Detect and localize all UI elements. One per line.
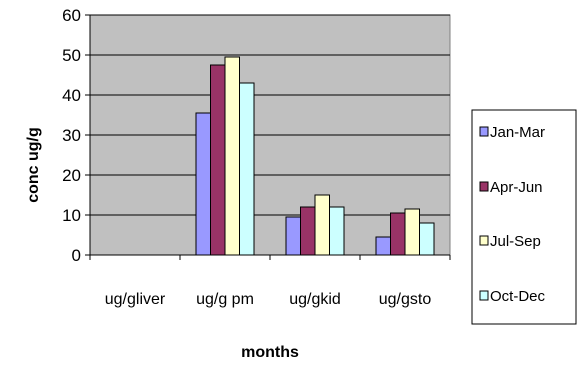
x-category-label: ug/gsto: [379, 291, 432, 308]
bar-jul-sep-1: [224, 56, 240, 256]
legend-swatch-apr-jun: [479, 181, 489, 192]
y-tick-label: 40: [62, 86, 81, 105]
x-category-label: ug/gliver: [105, 291, 166, 308]
bar-jul-sep-3: [404, 208, 420, 256]
bar-oct-dec-2: [329, 206, 345, 256]
legend-swatch-jan-mar: [479, 126, 489, 137]
y-axis-title: conc ug/g: [25, 127, 42, 203]
bar-oct-dec-3: [419, 222, 435, 256]
y-tick-label: 0: [72, 246, 81, 265]
legend-swatch-oct-dec: [479, 290, 489, 301]
legend-swatch-jul-sep: [479, 235, 489, 246]
bar-apr-jun-2: [300, 206, 316, 256]
x-axis-title: months: [241, 344, 299, 361]
x-category-label: ug/gkid: [289, 291, 341, 308]
x-category-label: ug/g pm: [196, 291, 254, 308]
legend-label: Jan-Mar: [490, 124, 545, 141]
legend-label: Oct-Dec: [490, 288, 546, 305]
y-tick-label: 10: [62, 206, 81, 225]
legend-label: Apr-Jun: [490, 179, 543, 196]
bar-apr-jun-1: [210, 64, 226, 256]
y-tick-label: 60: [62, 6, 81, 25]
bar-jan-mar-1: [195, 112, 211, 256]
y-tick-label: 30: [62, 126, 81, 145]
y-tick-label: 50: [62, 46, 81, 65]
bar-jul-sep-2: [314, 194, 330, 256]
bar-apr-jun-3: [390, 212, 406, 256]
bar-jan-mar-3: [375, 236, 391, 256]
legend-box: [471, 109, 577, 325]
bar-jan-mar-2: [285, 216, 301, 256]
legend-label: Jul-Sep: [490, 233, 541, 250]
bar-oct-dec-1: [239, 82, 255, 256]
y-tick-label: 20: [62, 166, 81, 185]
